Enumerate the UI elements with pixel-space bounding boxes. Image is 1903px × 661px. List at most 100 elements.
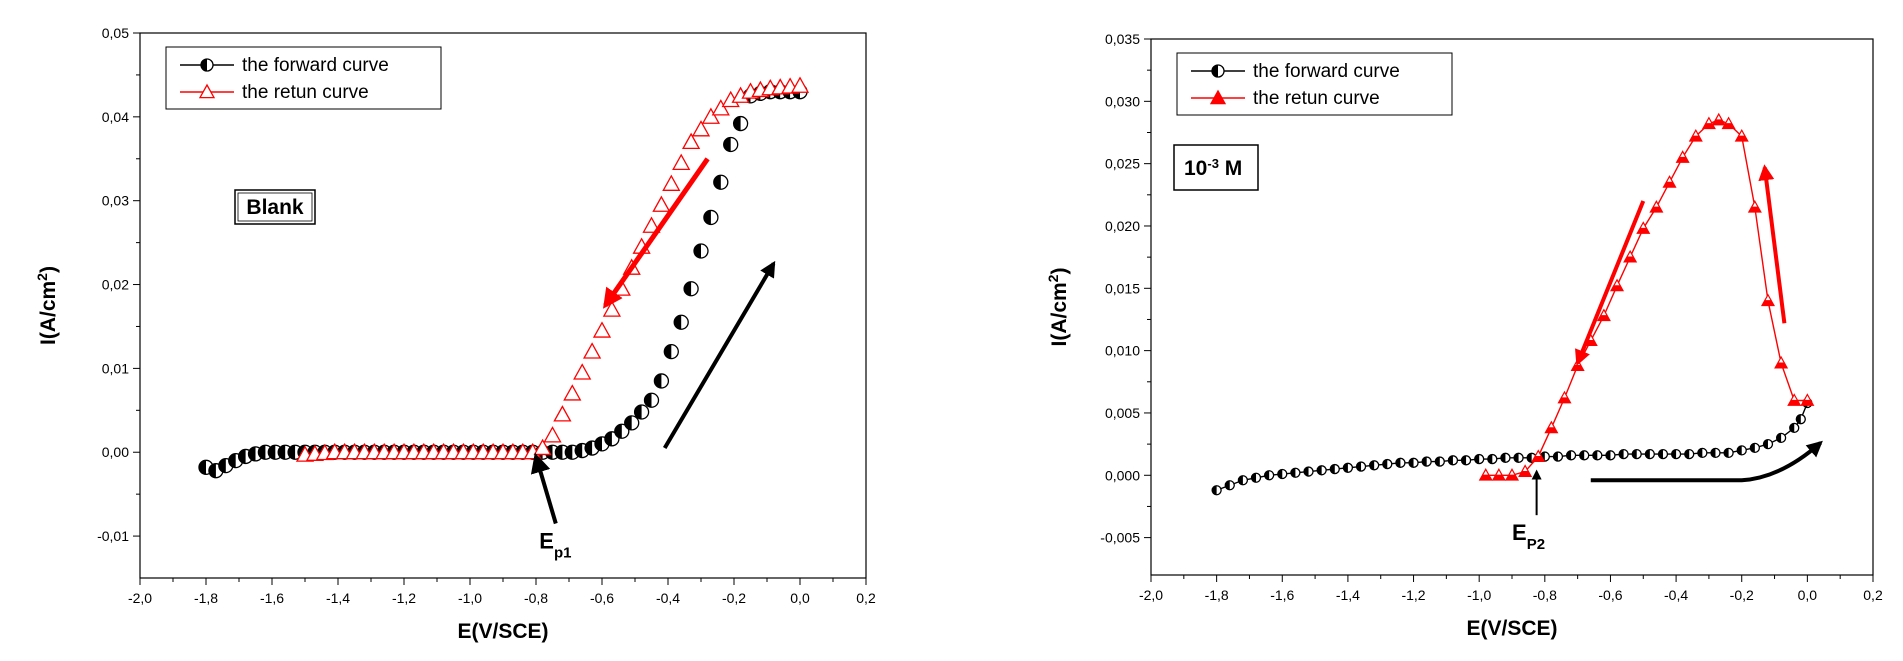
condition-label: Blank — [246, 196, 304, 219]
data-point-fill — [1619, 449, 1624, 459]
data-point-fill — [1487, 454, 1493, 464]
legend-label: the retun curve — [1253, 88, 1380, 109]
legend: the forward curve the retun curve — [165, 46, 442, 110]
data-point-fill — [1632, 449, 1637, 459]
data-point-fill — [1579, 450, 1585, 460]
data-point-fill — [654, 373, 662, 388]
ep-annotation-arrow — [530, 452, 558, 525]
legend-marker-fill — [201, 59, 207, 71]
x-tick-label: -1,2 — [1401, 587, 1425, 603]
data-point-fill — [1566, 450, 1572, 460]
data-point-fill — [1684, 449, 1690, 459]
condition-box — [1173, 144, 1259, 191]
data-point-fill — [218, 458, 226, 473]
data-point — [553, 405, 572, 422]
data-point — [602, 300, 622, 317]
y-tick-label: 0,03 — [102, 193, 129, 209]
legend-marker — [1209, 89, 1227, 105]
data-point-fill — [1277, 469, 1283, 479]
x-tick-label: -0,6 — [1598, 587, 1622, 603]
condition-box — [234, 189, 316, 225]
series-2 — [1478, 112, 1815, 481]
data-point-fill — [1776, 433, 1782, 443]
data-point — [582, 342, 602, 359]
data-point-fill — [1532, 455, 1545, 462]
condition-label: 10-3 M — [1184, 156, 1242, 181]
x-tick-label: -1,0 — [458, 590, 482, 606]
data-point — [592, 321, 612, 338]
data-point-fill — [1435, 457, 1440, 467]
data-point-fill — [1611, 285, 1624, 291]
data-point-fill — [1789, 423, 1795, 433]
data-point-fill — [1409, 458, 1414, 468]
data-point — [662, 174, 681, 191]
data-point-fill — [1506, 474, 1518, 481]
legend-label: the forward curve — [242, 55, 389, 76]
data-point-fill — [1748, 206, 1761, 213]
chart-panel-1: -2,0 -1,8 -1,6 -1,4 -1,2 -1,0 -0,8 -0,6 -0,4 -0,2… — [34, 25, 876, 643]
data-point-fill — [1735, 135, 1748, 142]
y-tick-label: 0,02 — [102, 277, 129, 293]
data-point-fill — [1264, 470, 1270, 480]
data-point-fill — [1514, 453, 1519, 463]
data-point-fill — [1492, 474, 1505, 481]
x-tick-label: -0,8 — [524, 590, 548, 606]
data-point-fill — [634, 404, 642, 419]
y-tick-label: -0,01 — [97, 528, 129, 544]
data-point-fill — [644, 393, 652, 408]
data-point-fill — [1225, 480, 1230, 490]
x-tick-label: 0,2 — [1863, 587, 1883, 603]
data-point — [711, 99, 730, 116]
data-point-fill — [703, 210, 711, 225]
data-point-fill — [694, 244, 701, 258]
data-point-fill — [713, 175, 721, 190]
x-tick-label: -1,8 — [194, 590, 218, 606]
data-point-fill — [1330, 464, 1335, 474]
data-point — [642, 216, 661, 233]
forward-direction-arrow — [662, 260, 776, 450]
series-2 — [295, 76, 810, 462]
x-tick-label: -1,6 — [1270, 587, 1294, 603]
data-point-fill — [1422, 457, 1427, 467]
data-point-fill — [1382, 459, 1388, 469]
data-point-fill — [664, 344, 672, 359]
y-tick-label: 0,01 — [102, 360, 129, 376]
x-tick-label: 0,0 — [1798, 587, 1818, 603]
data-point-fill — [1500, 453, 1506, 463]
data-point-fill — [1479, 474, 1492, 481]
data-point-fill — [1775, 362, 1788, 368]
y-tick-label: 0,005 — [1105, 405, 1140, 421]
data-point-fill — [585, 441, 593, 456]
data-point-fill — [565, 445, 573, 460]
data-point-fill — [1553, 452, 1558, 462]
y-tick-label: 0,035 — [1105, 31, 1140, 47]
y-tick-label: 0,015 — [1105, 280, 1140, 296]
data-point-fill — [248, 446, 256, 461]
plot-frame — [139, 32, 867, 579]
legend-box — [165, 46, 442, 110]
data-point-fill — [1212, 485, 1217, 495]
x-axis-label: E(V/SCE) — [1466, 617, 1557, 640]
data-point-fill — [1461, 455, 1467, 465]
data-point-fill — [1663, 181, 1676, 188]
series-line — [1485, 119, 1808, 476]
x-tick-label: 0,2 — [856, 590, 876, 606]
x-tick-label: -1,8 — [1205, 587, 1229, 603]
data-point-fill — [1702, 123, 1715, 129]
data-point-fill — [1763, 439, 1768, 449]
data-point-fill — [268, 445, 276, 460]
data-point-fill — [1801, 399, 1814, 406]
data-point — [543, 426, 562, 443]
data-point-fill — [684, 281, 692, 296]
chart-panel-2: -2,0 -1,8 -1,6 -1,4 -1,2 -1,0 -0,8 -0,6 -0,4 -0,2… — [1045, 31, 1883, 640]
data-point-fill — [1689, 135, 1702, 142]
data-point-fill — [1474, 454, 1480, 464]
data-point-fill — [1369, 460, 1375, 470]
data-point-fill — [1605, 450, 1611, 460]
data-point-fill — [1722, 123, 1735, 129]
data-point-fill — [1343, 463, 1348, 473]
data-point — [563, 384, 582, 401]
condition-box-inner — [237, 192, 313, 222]
